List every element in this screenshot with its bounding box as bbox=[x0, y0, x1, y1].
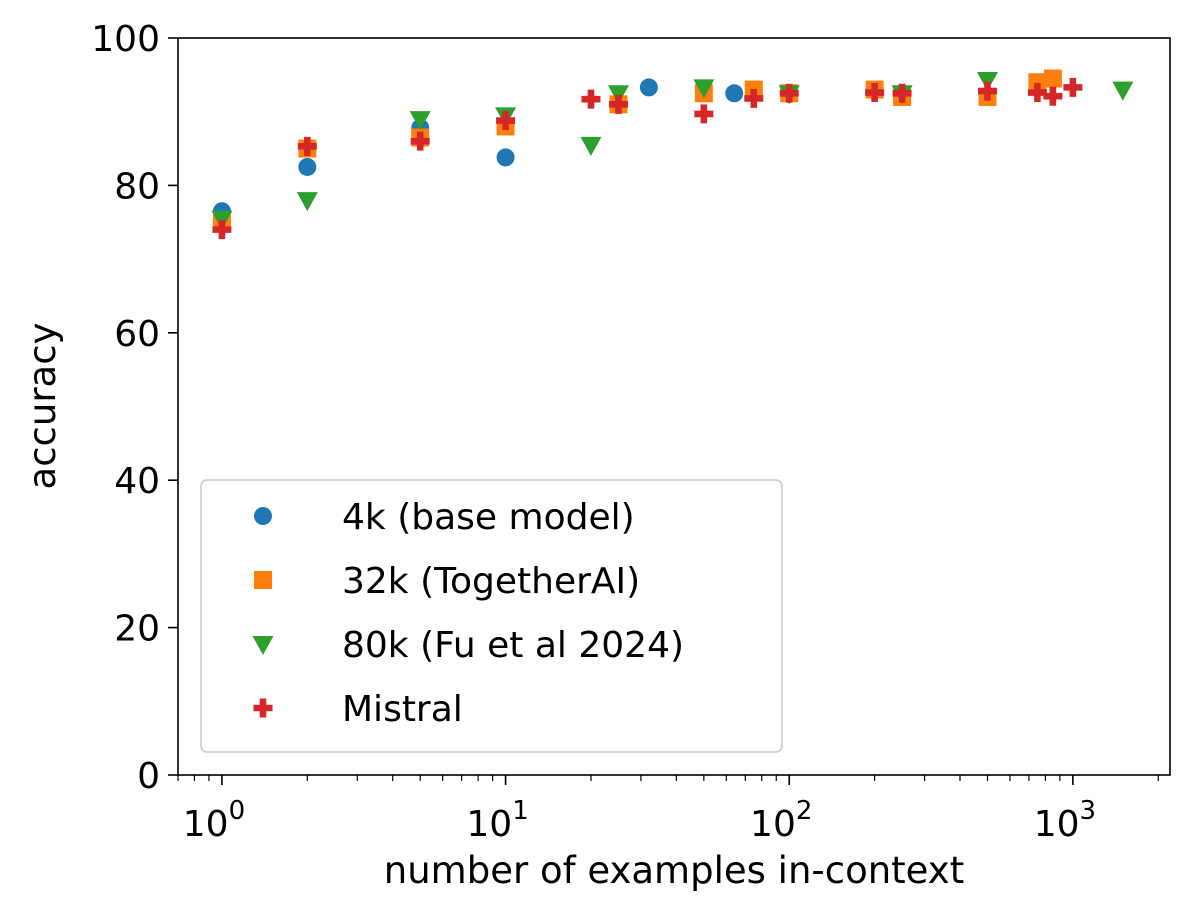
data-point bbox=[694, 104, 714, 124]
data-point bbox=[744, 88, 764, 108]
data-point bbox=[1028, 73, 1047, 92]
data-point bbox=[976, 72, 998, 92]
y-tick-label: 0 bbox=[137, 756, 160, 797]
x-tick-label: 103 bbox=[1034, 796, 1096, 845]
data-point bbox=[892, 83, 912, 103]
data-point bbox=[581, 89, 601, 109]
legend-marker bbox=[252, 636, 274, 655]
data-point bbox=[607, 85, 629, 105]
data-point bbox=[693, 79, 715, 99]
data-point bbox=[1027, 83, 1047, 103]
data-point bbox=[410, 131, 430, 151]
y-axis: 0 20 40 60 80 100 bbox=[91, 19, 178, 797]
legend-label: 80k (Fu et al 2024) bbox=[342, 625, 684, 666]
data-point bbox=[580, 136, 602, 156]
data-point bbox=[1112, 81, 1134, 101]
data-points bbox=[211, 69, 1134, 240]
data-point bbox=[496, 148, 515, 167]
data-point bbox=[496, 111, 516, 131]
data-point bbox=[977, 81, 997, 101]
y-tick-label: 100 bbox=[91, 19, 160, 60]
data-point bbox=[639, 78, 658, 97]
legend-label: 32k (TogetherAI) bbox=[342, 561, 640, 602]
legend-label: 4k (base model) bbox=[342, 497, 635, 538]
data-point bbox=[725, 84, 744, 103]
legend-item: 4k (base model) bbox=[254, 497, 635, 538]
y-tick-label: 20 bbox=[114, 609, 160, 650]
data-point bbox=[296, 192, 318, 212]
data-point bbox=[298, 157, 317, 176]
legend-label: Mistral bbox=[342, 689, 463, 730]
legend-item: 80k (Fu et al 2024) bbox=[252, 625, 684, 666]
legend: 4k (base model) 32k (TogetherAI) 80k (Fu e… bbox=[200, 479, 783, 753]
data-point bbox=[779, 83, 799, 103]
legend-marker bbox=[254, 571, 272, 589]
y-tick-label: 60 bbox=[114, 314, 160, 355]
legend-marker bbox=[253, 698, 273, 718]
y-axis-label: accuracy bbox=[21, 323, 64, 490]
legend-items: 4k (base model) 32k (TogetherAI) 80k (Fu e… bbox=[252, 497, 684, 730]
data-point bbox=[1063, 77, 1083, 97]
plot-frame bbox=[177, 37, 1171, 776]
data-point bbox=[212, 220, 232, 240]
y-tick-label: 80 bbox=[114, 166, 160, 207]
data-point bbox=[211, 210, 233, 230]
legend-item: 32k (TogetherAI) bbox=[254, 561, 640, 602]
data-point bbox=[297, 136, 317, 156]
y-tick-label: 40 bbox=[114, 461, 160, 502]
data-point bbox=[1043, 86, 1063, 106]
data-point bbox=[409, 111, 431, 131]
data-point bbox=[608, 94, 628, 114]
series-4 bbox=[212, 77, 1083, 240]
data-point bbox=[865, 83, 885, 103]
x-axis: 100 101 102 103 bbox=[177, 775, 1159, 845]
x-tick-label: 100 bbox=[183, 796, 245, 845]
data-point bbox=[1043, 69, 1062, 88]
legend-item: Mistral bbox=[253, 689, 463, 730]
legend-box bbox=[200, 479, 783, 753]
legend-marker bbox=[254, 507, 272, 525]
x-axis-label: number of examples in-context bbox=[384, 849, 964, 892]
